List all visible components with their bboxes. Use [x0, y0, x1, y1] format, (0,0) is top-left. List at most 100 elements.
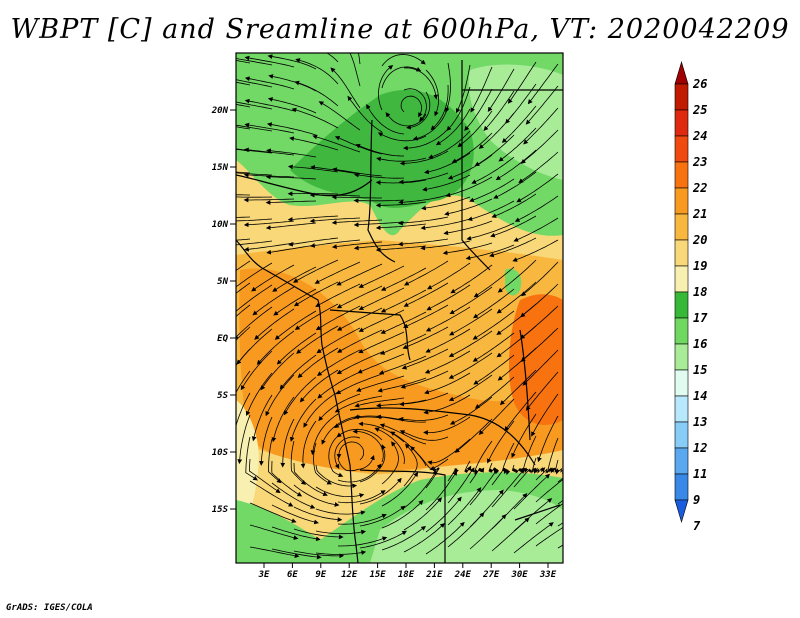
streamline: [318, 393, 361, 422]
colorbar-segment: [674, 161, 689, 189]
colorbar-top-arrow: [674, 60, 689, 85]
streamline: [399, 430, 449, 441]
streamline: [353, 243, 405, 251]
streamline: [374, 427, 405, 465]
streamline: [338, 536, 388, 547]
streamline: [236, 262, 273, 288]
streamline: [523, 107, 559, 145]
streamline: [512, 239, 559, 262]
streamline: [449, 286, 493, 315]
streamline: [435, 108, 471, 146]
colorbar-segment: [674, 187, 689, 215]
streamline: [426, 284, 471, 311]
streamline: [293, 484, 340, 507]
streamline: [326, 53, 339, 63]
streamline: [336, 285, 383, 309]
streamline: [244, 55, 295, 68]
colorbar-label: 11: [693, 467, 707, 481]
lon-label: 15E: [369, 570, 386, 580]
streamline: [470, 66, 493, 113]
streamline: [502, 442, 515, 475]
streamline: [236, 216, 251, 218]
lon-label: 3E: [258, 570, 270, 580]
streamline: [448, 352, 493, 379]
streamline: [336, 307, 383, 331]
streamline: [522, 349, 559, 386]
streamline: [520, 305, 559, 340]
streamline: [406, 91, 431, 130]
colorbar-label: 18: [693, 285, 707, 299]
streamline: [266, 148, 317, 158]
colorbar-bottom-arrow: [674, 499, 689, 524]
streamline: [385, 112, 427, 127]
streamline: [359, 505, 406, 527]
streamline: [448, 330, 493, 357]
streamline: [268, 438, 282, 484]
streamline: [236, 171, 251, 174]
streamline: [381, 66, 422, 89]
streamline: [537, 415, 559, 463]
streamline: [294, 80, 339, 107]
border-8: [514, 504, 561, 521]
lon-label: 21E: [425, 570, 443, 580]
streamline: [471, 156, 515, 184]
streamline: [483, 90, 515, 131]
streamline: [467, 200, 515, 222]
streamline: [442, 242, 493, 256]
streamline: [289, 136, 339, 151]
border-6: [349, 407, 536, 466]
streamline: [316, 327, 361, 354]
colorbar-segment: [674, 135, 689, 163]
streamline: [375, 245, 427, 253]
streamline: [425, 69, 440, 117]
streamline: [315, 486, 365, 498]
streamline: [474, 134, 515, 167]
colorbar-label: 12: [693, 441, 707, 455]
streamline: [334, 436, 361, 470]
streamline: [447, 487, 482, 526]
streamline: [424, 372, 471, 395]
streamline: [293, 550, 345, 559]
streamline: [244, 242, 295, 252]
streamline: [430, 84, 449, 131]
colorbar-label: 9: [693, 493, 700, 507]
streamline: [236, 326, 251, 341]
streamline: [358, 265, 405, 288]
streamline: [446, 86, 471, 131]
streamline: [271, 482, 316, 509]
streamline: [236, 103, 251, 108]
streamline: [266, 244, 317, 255]
streamline: [272, 266, 317, 292]
streamline: [557, 499, 563, 505]
streamline: [303, 391, 339, 428]
colorbar-segment: [674, 395, 689, 423]
streamline: [265, 222, 317, 231]
streamline: [317, 371, 361, 399]
colorbar-label: 24: [692, 129, 707, 143]
streamline: [521, 261, 559, 297]
colorbar-segment: [674, 213, 689, 241]
streamline: [236, 392, 251, 428]
streamline: [249, 546, 300, 559]
streamline: [381, 500, 424, 529]
streamline: [244, 122, 295, 134]
streamline: [457, 110, 493, 148]
streamline: [315, 283, 361, 307]
streamline: [450, 264, 493, 294]
streamline: [236, 57, 273, 66]
streamline: [455, 64, 471, 114]
lon-label: 9E: [315, 570, 326, 580]
streamline: [412, 106, 449, 141]
streamline: [464, 88, 493, 131]
streamline: [271, 548, 322, 560]
streamline: [497, 259, 537, 293]
colorbar-label: 14: [693, 389, 707, 403]
streamline: [495, 149, 537, 181]
streamline: [380, 311, 427, 334]
streamline: [398, 216, 449, 226]
streamline: [513, 467, 538, 488]
streamline: [531, 457, 546, 474]
streamline: [252, 286, 295, 316]
streamline: [402, 326, 449, 349]
